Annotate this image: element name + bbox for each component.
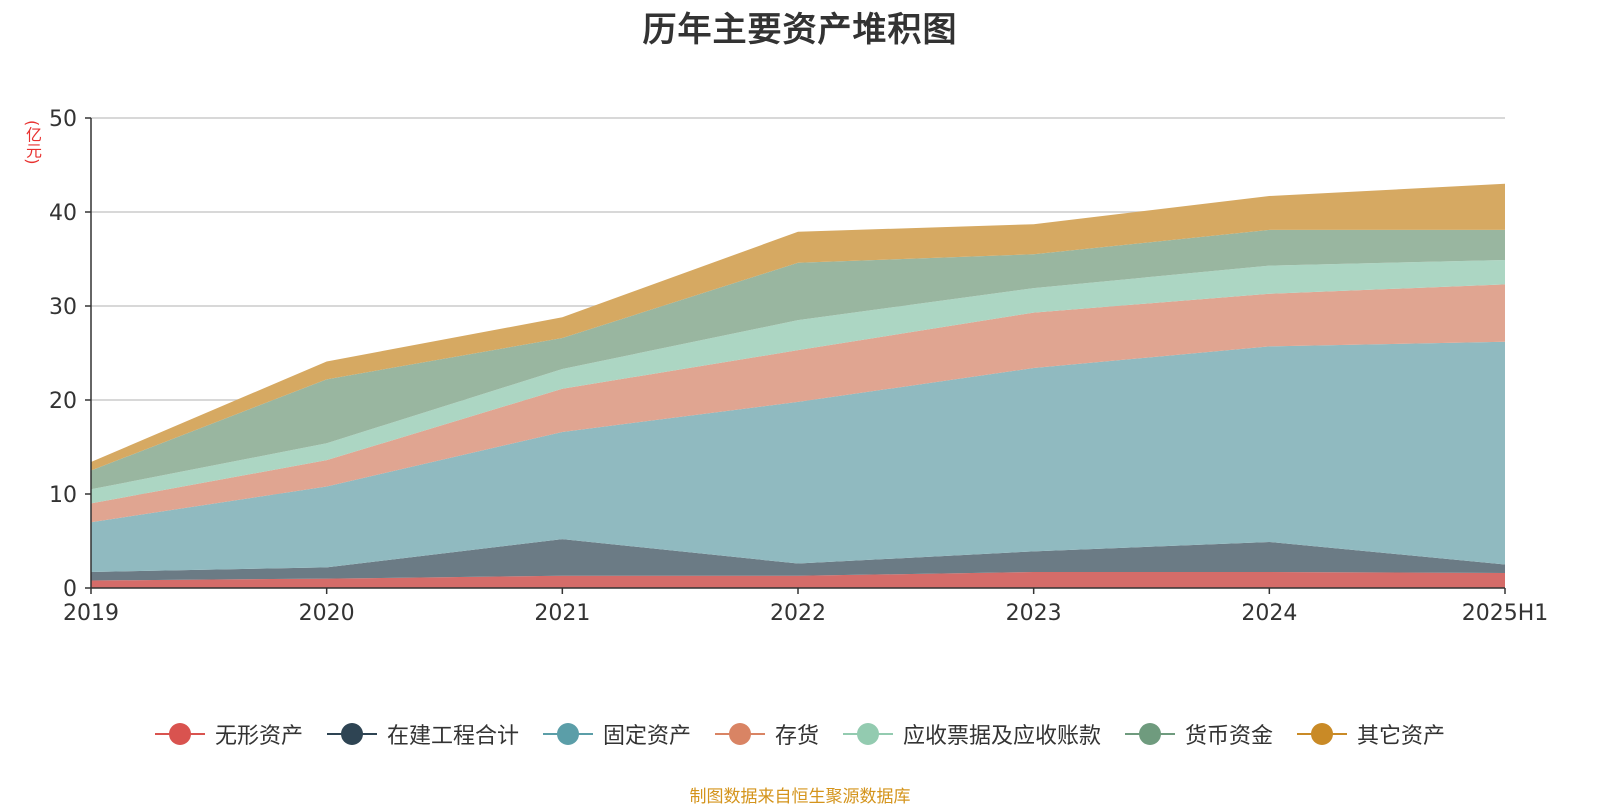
area-series-2	[91, 341, 1505, 573]
legend: 无形资产 在建工程合计 固定资产 存货 应收票据及应收账款 货币资金 其它资产	[0, 718, 1600, 750]
legend-marker-icon	[1125, 722, 1176, 746]
legend-label: 应收票据及应收账款	[903, 724, 1102, 749]
y-tick-label-0: 0	[63, 577, 77, 602]
legend-item-3[interactable]: 存货	[714, 718, 819, 750]
stacked-area-chart: 0 10 20 30 40 50 2019 2020 2021 2022 2023 2024 2025…	[49, 107, 1548, 626]
x-tick-label-3: 2022	[770, 601, 826, 626]
legend-marker-icon	[326, 722, 377, 746]
legend-marker-icon	[1297, 722, 1348, 746]
y-tick-label-1: 10	[49, 483, 77, 508]
x-tick-labels: 2019 2020 2021 2022 2023 2024 2025H1	[63, 601, 1548, 626]
legend-label: 固定资产	[602, 724, 691, 749]
legend-item-4[interactable]: 应收票据及应收账款	[843, 718, 1101, 750]
legend-marker-icon	[154, 722, 205, 746]
area-series-0	[91, 572, 1505, 588]
legend-label: 在建工程合计	[386, 724, 519, 749]
x-tick-label-1: 2020	[299, 601, 355, 626]
y-tick-label-5: 50	[49, 107, 77, 132]
legend-label: 货币资金	[1185, 724, 1274, 749]
area-series-3	[91, 284, 1505, 523]
x-tick-label-2: 2021	[534, 601, 590, 626]
x-tick-label-6: 2025H1	[1462, 601, 1549, 626]
legend-item-1[interactable]: 在建工程合计	[326, 718, 519, 750]
y-axis-unit-label: (亿元)	[23, 120, 42, 165]
legend-label: 存货	[774, 724, 819, 749]
x-tick-label-5: 2024	[1241, 601, 1297, 626]
legend-marker-icon	[843, 722, 893, 746]
legend-label: 其它资产	[1357, 724, 1446, 749]
data-source-note: 制图数据来自恒生聚源数据库	[689, 787, 911, 807]
area-series-5	[91, 229, 1505, 490]
chart-title: 历年主要资产堆积图	[642, 10, 958, 50]
legend-item-6[interactable]: 其它资产	[1297, 718, 1445, 750]
y-tick-label-3: 30	[49, 295, 77, 320]
x-tick-label-4: 2023	[1006, 601, 1062, 626]
x-tick-label-0: 2019	[63, 601, 119, 626]
y-tick-label-2: 20	[49, 389, 77, 414]
legend-item-5[interactable]: 货币资金	[1125, 718, 1273, 750]
area-series-1	[91, 539, 1505, 581]
axes	[90, 118, 1506, 594]
area-series-4	[91, 259, 1505, 504]
area-series	[91, 183, 1505, 588]
legend-marker-icon	[542, 722, 593, 746]
legend-label: 无形资产	[214, 724, 303, 749]
y-tick-labels: 0 10 20 30 40 50	[49, 107, 77, 602]
legend-marker-icon	[714, 722, 765, 746]
y-tick-label-4: 40	[49, 201, 77, 226]
area-series-6	[91, 183, 1505, 471]
legend-item-0[interactable]: 无形资产	[154, 718, 303, 750]
legend-item-2[interactable]: 固定资产	[542, 718, 691, 750]
